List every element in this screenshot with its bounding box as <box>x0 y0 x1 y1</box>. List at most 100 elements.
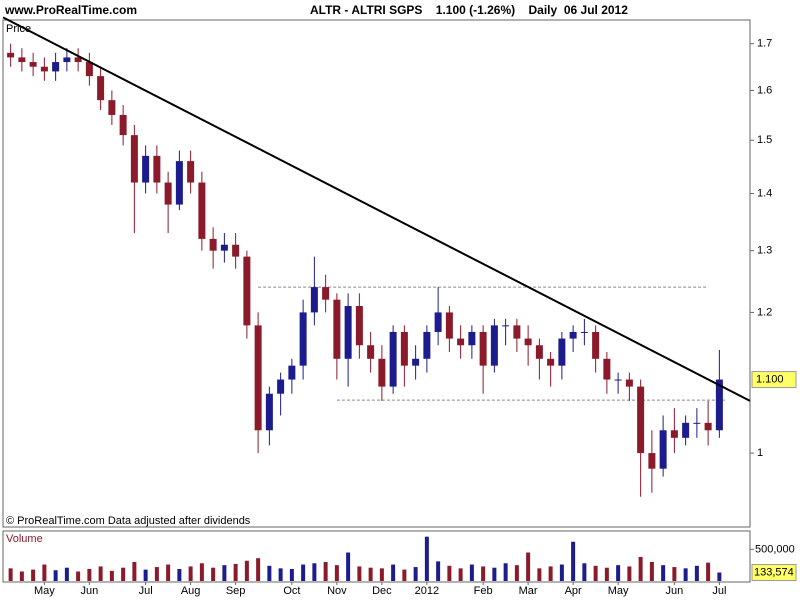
volume-bar <box>424 536 429 581</box>
volume-bar <box>559 564 564 581</box>
volume-bar <box>436 561 441 581</box>
volume-bar <box>481 566 486 581</box>
candle-body <box>670 430 678 438</box>
volume-bar <box>166 564 171 581</box>
volume-last-label: 133,574 <box>754 566 794 578</box>
candle-body <box>423 331 431 359</box>
volume-last-box <box>751 564 797 582</box>
volume-bar <box>593 565 598 581</box>
volume-bar <box>526 552 531 581</box>
x-tick-label: 2012 <box>415 585 439 597</box>
candle-body <box>164 182 172 205</box>
volume-bar <box>199 563 204 581</box>
candle-body <box>85 62 93 77</box>
candle-body <box>502 325 510 327</box>
volume-bar <box>402 569 407 581</box>
candle-body <box>142 155 150 183</box>
x-tick-label: Jun <box>81 585 99 597</box>
volume-bar <box>211 567 216 581</box>
volume-bar <box>694 565 699 581</box>
volume-bar <box>469 564 474 581</box>
candle-body <box>355 306 363 346</box>
candle-body <box>40 66 48 72</box>
candle-body <box>153 155 161 183</box>
x-tick-label: May <box>34 585 55 597</box>
volume-bar <box>177 568 182 581</box>
y-tick-label: 1.6 <box>757 84 772 96</box>
candle-body <box>547 358 555 366</box>
candle-body <box>625 379 633 387</box>
volume-bar <box>447 565 452 581</box>
candle-body <box>400 331 408 366</box>
x-tick-label: Jul <box>139 585 153 597</box>
volume-bar <box>233 563 238 581</box>
candle-body <box>130 135 138 183</box>
volume-bar <box>638 556 643 581</box>
volume-bar <box>87 568 92 581</box>
volume-bar <box>571 541 576 581</box>
candle-body <box>277 379 285 394</box>
volume-bar <box>98 566 103 581</box>
x-tick-label: Oct <box>283 585 300 597</box>
candle-body <box>74 57 82 63</box>
volume-bar <box>64 567 69 581</box>
candle-body <box>232 244 240 257</box>
volume-bar <box>604 567 609 581</box>
candle-body <box>445 312 453 339</box>
candle-body <box>344 306 352 359</box>
candle-body <box>63 57 71 63</box>
candle-body <box>288 365 296 380</box>
trendline <box>2 16 751 402</box>
candle-body <box>558 338 566 366</box>
y-tick-label: 1.2 <box>757 306 772 318</box>
candle-body <box>637 386 645 454</box>
candle-body <box>659 430 667 469</box>
volume-bar <box>548 566 553 581</box>
volume-bar <box>19 571 24 581</box>
volume-bar <box>53 570 58 581</box>
x-tick-label: May <box>608 585 629 597</box>
price-pane <box>2 19 751 528</box>
candle-body <box>7 52 15 58</box>
x-tick-label: Dec <box>372 585 392 597</box>
candle-body <box>333 299 341 359</box>
volume-bar <box>627 566 632 581</box>
volume-bar <box>121 567 126 581</box>
site-title: www.ProRealTime.com <box>4 3 137 17</box>
volume-label: Volume <box>6 533 43 545</box>
candle-body <box>648 453 656 469</box>
volume-bar <box>537 568 542 581</box>
candle-body <box>513 325 521 339</box>
volume-bar <box>368 567 373 581</box>
volume-bar <box>188 566 193 581</box>
candle-body <box>479 331 487 366</box>
volume-bar <box>222 565 227 581</box>
volume-bar <box>42 564 47 581</box>
x-tick-label: Nov <box>327 585 347 597</box>
x-tick-label: Sep <box>226 585 246 597</box>
volume-bar <box>616 565 621 581</box>
candle-body <box>524 338 532 346</box>
volume-bar <box>301 564 306 581</box>
volume-bar <box>267 565 272 581</box>
x-tick-label: Jun <box>666 585 684 597</box>
footnote: © ProRealTime.com Data adjusted after di… <box>6 515 251 527</box>
volume-bar <box>244 560 249 581</box>
volume-bar <box>391 564 396 581</box>
y-tick-label: 1.7 <box>757 38 772 50</box>
x-tick-label: Jul <box>712 585 726 597</box>
candle-body <box>198 182 206 239</box>
candle-body <box>569 331 577 339</box>
candle-body <box>187 161 195 183</box>
volume-bar <box>379 568 384 581</box>
candle-body <box>715 379 723 431</box>
x-tick-label: Apr <box>565 585 582 597</box>
candle-body <box>322 287 330 300</box>
volume-bar <box>8 568 13 581</box>
x-tick-label: Feb <box>474 585 493 597</box>
volume-bar <box>582 563 587 581</box>
volume-bar <box>346 552 351 581</box>
volume-bar <box>717 572 722 581</box>
